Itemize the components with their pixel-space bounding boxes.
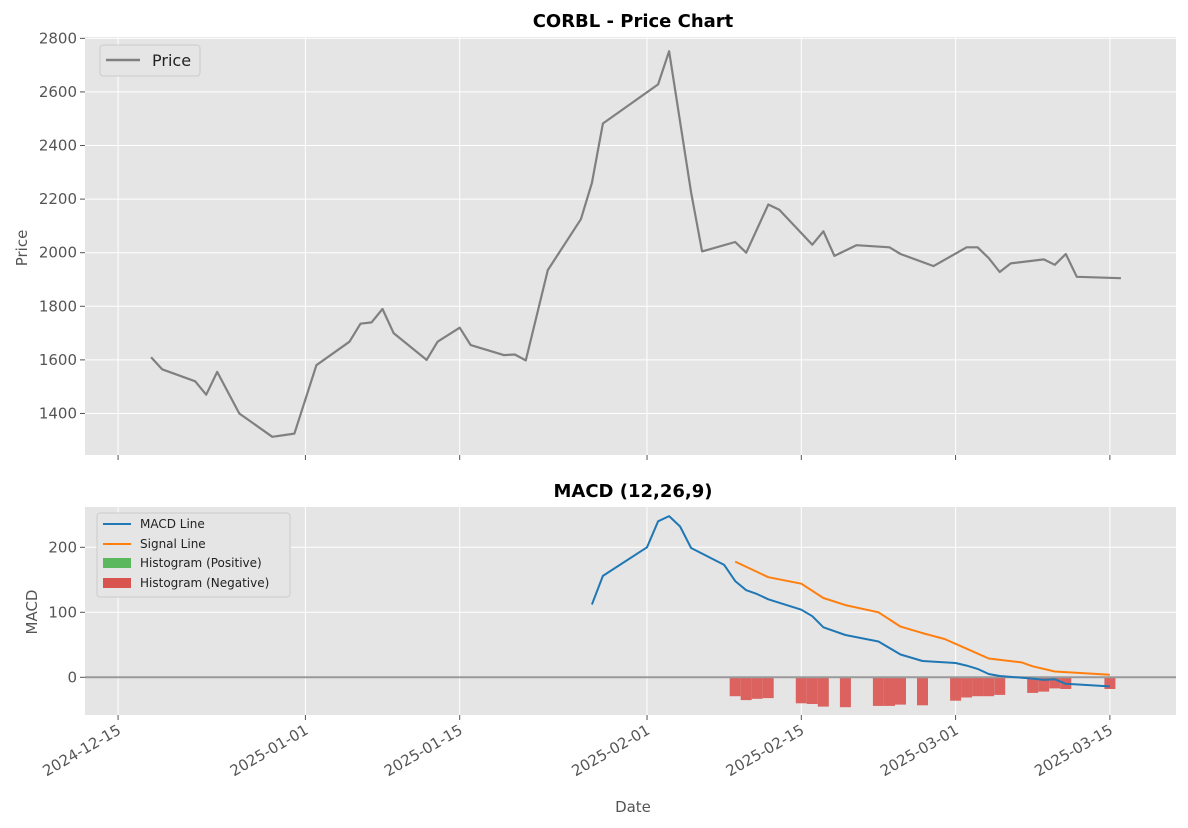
x-tick-label: 2025-02-01 <box>569 721 654 780</box>
price-y-tick-label: 2000 <box>39 244 77 262</box>
price-x-ticks <box>117 455 1111 460</box>
x-axis-label: Date <box>615 798 651 816</box>
x-tick-label: 2025-02-15 <box>723 721 808 780</box>
macd-y-tick-label: 0 <box>67 668 77 686</box>
histogram-bar-negative <box>994 677 1006 695</box>
price-y-axis-label: Price <box>13 230 31 267</box>
macd-legend-box <box>96 512 291 598</box>
price-y-tick-label: 2200 <box>39 190 77 208</box>
price-y-tick-label: 1800 <box>39 297 77 315</box>
histogram-bar-negative <box>751 677 763 699</box>
legend-label-signal-line: Signal Line <box>140 537 206 551</box>
price-y-tick-label: 1600 <box>39 351 77 369</box>
price-legend-label: Price <box>152 51 191 70</box>
legend-swatch-histogram-positive <box>103 558 131 568</box>
x-tick-label: 2024-12-15 <box>40 721 125 780</box>
macd-legend: MACD Line Signal Line Histogram (Positiv… <box>96 512 291 598</box>
histogram-bar-negative <box>762 677 774 699</box>
price-panel: 1400 1600 1800 2000 2200 2400 2600 2800 CORBL -… <box>13 11 1176 460</box>
x-tick-label: 2025-03-15 <box>1031 721 1116 780</box>
price-gridlines <box>85 37 1176 455</box>
price-series <box>150 50 1121 438</box>
x-tick-label: 2025-01-15 <box>381 721 466 780</box>
signal-line <box>734 560 1110 676</box>
histogram-bar-negative <box>895 677 906 705</box>
macd-y-axis-label: MACD <box>23 590 41 635</box>
histogram-bar-negative <box>884 677 895 706</box>
legend-label-histogram-negative: Histogram (Negative) <box>140 576 269 590</box>
macd-line <box>590 515 1110 688</box>
legend-swatch-histogram-negative <box>103 578 131 588</box>
price-y-tick-label: 2600 <box>39 83 77 101</box>
price-y-tick-label: 2400 <box>39 137 77 155</box>
price-y-tick-label: 2800 <box>39 29 77 47</box>
histogram-bar-negative <box>872 677 884 706</box>
histogram-bar-negative <box>839 677 851 708</box>
macd-series <box>590 515 1110 688</box>
macd-y-tick-label: 200 <box>48 538 77 556</box>
histogram-bar-negative <box>740 677 752 701</box>
x-tick-label: 2025-03-01 <box>877 721 962 780</box>
histogram-bar-negative <box>950 677 962 701</box>
histogram-bar-negative <box>817 677 829 707</box>
histogram-bar-negative <box>917 677 928 706</box>
macd-y-ticks: 0 100 200 <box>48 538 85 686</box>
price-line <box>150 50 1121 438</box>
price-plot-area <box>85 37 1176 455</box>
histogram-bar-negative <box>1049 677 1061 689</box>
price-legend-box <box>99 44 201 77</box>
legend-label-macd-line: MACD Line <box>140 517 205 531</box>
x-tick-label: 2025-01-01 <box>227 721 312 780</box>
legend-label-histogram-positive: Histogram (Positive) <box>140 556 262 570</box>
price-legend: Price <box>99 44 201 77</box>
price-y-tick-label: 1400 <box>39 404 77 422</box>
macd-chart-title: MACD (12,26,9) <box>553 481 712 502</box>
histogram-bar-negative <box>795 677 807 704</box>
histogram-bar-negative <box>972 677 984 697</box>
histogram-bar-negative <box>806 677 818 704</box>
price-chart-title: CORBL - Price Chart <box>533 11 734 32</box>
price-y-ticks: 1400 1600 1800 2000 2200 2400 2600 2800 <box>39 29 85 422</box>
histogram-bar-negative <box>1027 677 1039 693</box>
histogram-bar-negative <box>729 677 741 697</box>
histogram-bar-negative <box>961 677 973 698</box>
histogram-bar-negative <box>1104 677 1116 689</box>
histogram-bar-negative <box>983 677 995 697</box>
macd-y-tick-label: 100 <box>48 603 77 621</box>
histogram-bar-negative <box>1038 677 1050 692</box>
macd-x-ticks: 2024-12-15 2025-01-01 2025-01-15 2025-02-01… <box>40 715 1116 780</box>
